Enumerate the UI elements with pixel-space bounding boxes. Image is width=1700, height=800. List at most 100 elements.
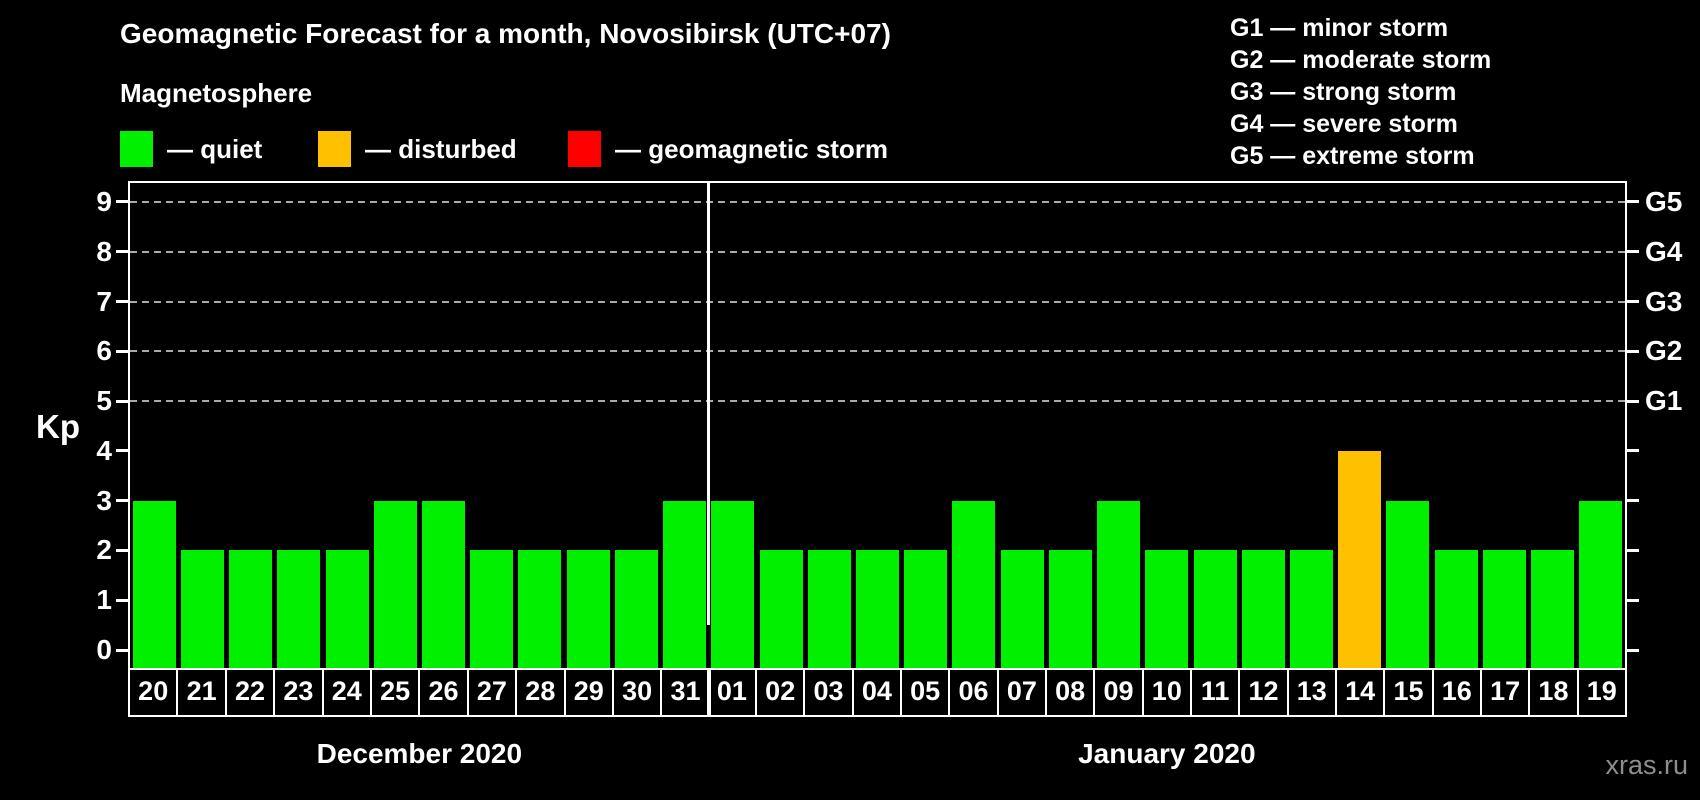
y-tick-label: 9 [96,185,112,217]
kp-bar-day-15 [1386,500,1430,668]
date-row-month-1: 01 02 03 04 05 06 07 08 09 10 11 12 13 14 15 16 17 18 19 [706,668,1627,717]
date-cell-12: 12 [1238,670,1286,715]
kp-bar-day-27 [470,550,514,668]
storm-color-swatch [568,131,601,167]
kp-bar-day-21 [180,550,224,668]
date-cell-20: 20 [138,676,169,706]
kp-bar-day-06 [952,500,996,668]
kp-bar-day-13 [1290,550,1334,668]
storm-scale-legend: G1 — minor storm G2 — moderate storm G3 … [1230,12,1491,172]
g-scale-label-g2: G2 [1645,335,1683,367]
y-tick-left [116,399,130,403]
date-cell-24: 24 [321,670,370,715]
kp-bar-day-01 [711,500,755,668]
page-title: Geomagnetic Forecast for a month, Novosi… [120,18,891,49]
quiet-color-swatch [120,131,153,167]
date-cell-30: 30 [611,670,660,715]
date-cell-13: 13 [1286,670,1335,715]
date-cell-23: 23 [273,670,321,715]
kp-bar-day-29 [566,550,610,668]
storm-scale-line-g3: G3 — strong storm [1230,78,1457,106]
y-tick-left [116,499,130,503]
y-tick-right [1625,449,1639,453]
gridline-kp6 [130,350,1625,353]
y-tick-left [116,548,130,552]
gridline-kp8 [130,250,1625,253]
kp-bar-day-26 [421,500,465,668]
y-tick-left [116,349,130,353]
g-scale-label-g4: G4 [1645,235,1683,267]
date-cell-19: 19 [1576,670,1625,715]
watermark: xras.ru [1605,750,1688,780]
y-tick-label: 8 [96,235,112,267]
date-cell-08: 08 [1045,670,1093,715]
kp-bar-day-02 [759,550,803,668]
date-cell-01: 01 [716,676,747,706]
kp-bar-day-24 [325,550,369,668]
y-tick-label: 4 [96,434,112,466]
date-cell-31: 31 [660,670,708,715]
y-tick-right [1625,648,1639,652]
y-tick-right [1625,548,1639,552]
kp-bar-day-05 [904,550,948,668]
disturbed-color-swatch [318,131,351,167]
g-scale-label-g1: G1 [1645,385,1683,417]
y-tick-label: 7 [96,285,112,317]
month-label-1: January 2020 [1078,738,1256,769]
y-tick-label: 0 [96,634,112,665]
date-cell-16: 16 [1431,670,1480,715]
kp-bar-day-20 [132,500,176,668]
y-tick-right [1625,250,1639,254]
date-cell-15: 15 [1383,670,1431,715]
y-tick-left [116,300,130,304]
kp-bar-day-23 [277,550,321,668]
legend-item-quiet: — quiet [120,130,262,168]
g-scale-label-g3: G3 [1645,285,1683,317]
month-label-0: December 2020 [316,738,523,769]
legend-item-storm: — geomagnetic storm [568,130,888,168]
y-tick-left [116,250,130,254]
date-cell-14: 14 [1334,670,1383,715]
y-tick-right [1625,598,1639,602]
y-tick-label: 6 [96,335,112,367]
month-divider [707,183,711,625]
y-tick-right [1625,300,1639,304]
y-tick-left [116,598,130,602]
y-tick-left [116,200,130,204]
gridline-kp7 [130,300,1625,303]
kp-bar-day-19 [1579,500,1623,668]
date-cell-17: 17 [1479,670,1528,715]
kp-bar-day-18 [1531,550,1575,668]
kp-bar-day-09 [1097,500,1141,668]
date-cell-21: 21 [176,670,224,715]
date-cell-03: 03 [803,670,851,715]
kp-bar-day-03 [807,550,851,668]
date-cell-07: 07 [996,670,1045,715]
g-scale-label-g5: G5 [1645,185,1683,217]
date-cell-27: 27 [466,670,515,715]
date-cell-11: 11 [1189,670,1238,715]
legend-item-label: — disturbed [365,133,517,164]
date-cell-29: 29 [563,670,612,715]
y-tick-label: 1 [96,584,112,616]
date-row-month-0: 20 21 22 23 24 25 26 27 28 29 30 31 [128,668,711,717]
y-tick-left [116,449,130,453]
y-tick-right [1625,499,1639,503]
legend-item-disturbed: — disturbed [318,130,517,168]
y-tick-right [1625,349,1639,353]
date-cell-10: 10 [1141,670,1190,715]
legend-item-label: — geomagnetic storm [615,133,889,164]
date-cell-25: 25 [369,670,418,715]
storm-scale-line-g2: G2 — moderate storm [1230,46,1492,74]
date-cell-02: 02 [755,670,803,715]
date-cell-18: 18 [1528,670,1576,715]
gridline-kp5 [130,400,1625,403]
storm-scale-line-g1: G1 — minor storm [1230,14,1449,42]
storm-scale-line-g4: G4 — severe storm [1230,110,1458,138]
kp-bar-day-30 [614,550,658,668]
kp-bar-day-22 [229,550,273,668]
date-cell-06: 06 [948,670,996,715]
y-tick-right [1625,200,1639,204]
y-tick-left [116,648,130,652]
